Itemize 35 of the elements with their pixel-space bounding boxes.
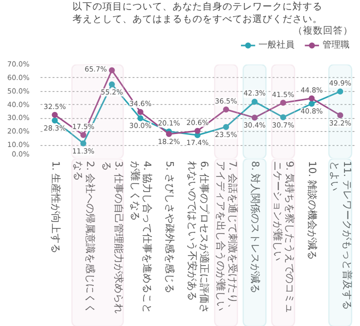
point [337, 112, 344, 118]
point [337, 88, 344, 94]
point [137, 109, 144, 116]
legend-label: 一般社員 [258, 40, 295, 50]
point [223, 106, 230, 112]
x-tick-label: 11. テレワークがもっと普及するとよい [328, 161, 353, 310]
point [108, 81, 115, 88]
point [280, 114, 286, 120]
point [80, 132, 86, 138]
x-tick-label: 5. さびしさや疎外感を感じる [163, 161, 176, 294]
point [137, 115, 144, 122]
x-tick-label: 6. 仕事のプロセスが適正に評価されないのではという不安がある [186, 161, 210, 314]
x-tick-label: 3. 仕事の自己管理能力が求められる [100, 161, 124, 314]
point [223, 124, 230, 130]
chart-subtitle: （複数回答） [292, 24, 353, 36]
chart-title: 以下の項目について、あなた自身のテレワークに対する考えとして、あてはまるものをすべてお選びください。 [72, 0, 322, 26]
x-tick-label: 10. 雑談の機会が減る [306, 161, 318, 260]
point [308, 95, 315, 102]
legend-label: 管理職 [322, 40, 350, 50]
point [52, 112, 58, 118]
point [52, 118, 58, 124]
point [252, 98, 258, 105]
point [194, 128, 200, 134]
x-tick-label: 2. 会社への帰属意識を感じにくくなる [72, 161, 96, 314]
x-tick-label: 1. 生産性が向上する [49, 161, 62, 254]
x-tick-label: 4. 協力し合って仕事を進めることが難しくなる [128, 161, 153, 314]
x-tick-label: 7. 会話を通じて刺激を受けたり、アイディアを出し合うのが難しい [214, 161, 239, 314]
point [80, 140, 86, 146]
x-tick-label: 9. 気持ちを察したうえでのコミュニケーションが難しい [272, 161, 296, 314]
point [308, 100, 315, 107]
point [166, 131, 172, 138]
point [252, 114, 258, 121]
point [280, 100, 286, 106]
point [108, 67, 115, 74]
x-tick-label: 8. 対人関係のストレスが減る [249, 161, 262, 294]
